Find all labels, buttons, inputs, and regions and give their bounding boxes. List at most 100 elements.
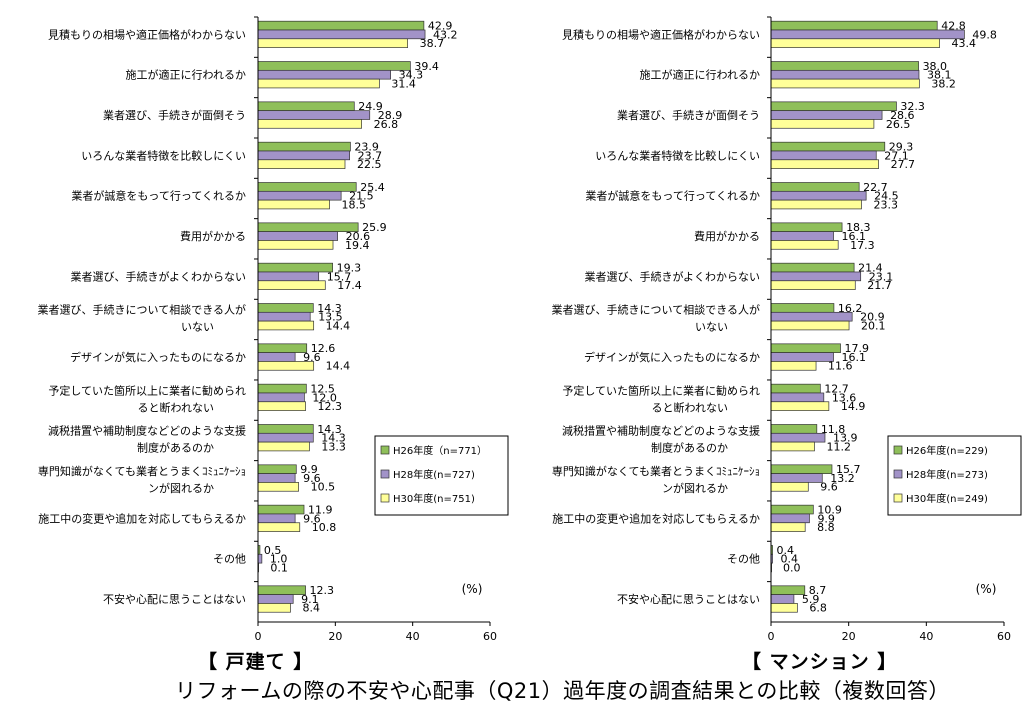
data-label-0-14-0: 12.3 [310, 584, 335, 597]
bar-1-7-1 [770, 311, 853, 322]
bar-0-0-1 [257, 29, 426, 40]
data-label-0-0-2: 38.7 [420, 37, 445, 50]
bar-1-4-0 [770, 182, 860, 192]
bar-1-11-2 [770, 482, 809, 492]
legend-label-0-0: H26年度（n=771） [393, 444, 487, 457]
bar-0-6-0 [257, 262, 333, 273]
category-label-0-4: 業者が誠意をもって行ってくれるか [71, 189, 246, 203]
bar-1-0-1 [770, 29, 965, 40]
bar-0-0-2 [257, 38, 408, 48]
bar-1-12-0 [770, 504, 814, 515]
data-label-1-2-0: 32.3 [900, 100, 925, 113]
bar-1-8-0 [770, 343, 841, 353]
data-label-0-12-2: 10.8 [312, 521, 337, 534]
bar-0-4-0 [257, 182, 357, 192]
bar-0-3-2 [257, 159, 346, 169]
panel-title-kodate: 【 戸建て 】 [198, 651, 314, 673]
panel-title-mansion: 【 マンション 】 [742, 651, 898, 673]
legend-label-1-1: H28年度(n=273) [906, 468, 988, 481]
category-label-0-14: 不安や心配に思うことはない [103, 592, 246, 606]
category-label-1-1: 施工が適正に行われるか [640, 68, 760, 82]
data-label-1-1-2: 38.2 [931, 77, 956, 90]
category-label-0-13: その他 [213, 553, 246, 566]
bar-0-3-1 [257, 150, 350, 161]
bar-0-9-1 [257, 392, 305, 403]
bar-1-10-0 [770, 424, 818, 434]
bar-1-9-1 [770, 392, 825, 403]
bar-1-10-1 [770, 432, 826, 443]
bar-1-3-0 [770, 141, 886, 152]
data-label-1-7-1: 20.9 [860, 311, 885, 324]
bar-1-2-0 [770, 101, 897, 112]
category-label-1-10-line0: 減税措置や補助制度などどのような支援 [562, 424, 760, 438]
data-label-1-5-2: 17.3 [850, 239, 875, 252]
legend-swatch-0-2 [380, 493, 390, 503]
bar-1-6-2 [770, 280, 856, 290]
bar-1-7-2 [770, 320, 850, 331]
data-label-0-4-0: 25.4 [360, 181, 385, 194]
data-label-0-13-2: 0.1 [270, 561, 288, 574]
category-label-1-11-line1: ンが図れるか [662, 481, 728, 495]
data-label-0-6-2: 17.4 [337, 279, 362, 292]
bar-0-5-2 [257, 240, 334, 250]
data-label-1-12-0: 10.9 [817, 503, 842, 516]
category-label-0-12: 施工中の変更や追加を対応してもらえるか [38, 511, 246, 525]
data-label-0-8-2: 14.4 [326, 360, 351, 373]
data-label-0-0-1: 43.2 [433, 28, 458, 41]
data-label-0-11-1: 9.6 [303, 472, 321, 485]
x-tick-label-0-0: 0 [255, 630, 262, 643]
bar-1-2-2 [770, 119, 875, 129]
bar-1-14-0 [770, 585, 806, 595]
legend-swatch-0-1 [380, 469, 390, 479]
bar-1-2-1 [770, 110, 883, 120]
bar-1-6-0 [770, 262, 855, 273]
bar-1-0-2 [770, 38, 940, 48]
x-tick-label-0-1: 20 [328, 630, 342, 643]
bar-1-12-2 [770, 522, 806, 532]
data-label-1-6-0: 21.4 [858, 261, 883, 274]
data-label-0-10-1: 14.3 [321, 432, 346, 445]
data-label-0-10-2: 13.3 [321, 440, 346, 453]
category-label-0-7-line0: 業者選び、手続きについて相談できる人が [38, 303, 246, 317]
data-label-0-10-0: 14.3 [317, 423, 342, 436]
data-label-0-5-1: 20.6 [346, 230, 371, 243]
data-label-1-3-2: 27.7 [891, 158, 916, 171]
category-label-0-10-line1: 制度があるのか [137, 441, 214, 455]
bar-0-11-0 [257, 464, 297, 474]
data-label-1-3-1: 27.1 [884, 149, 909, 162]
bar-0-14-1 [257, 594, 294, 604]
data-label-0-9-2: 12.3 [318, 400, 343, 413]
bar-1-3-2 [770, 159, 879, 169]
category-label-1-0: 見積もりの相場や適正価格がわからない [562, 27, 760, 41]
category-label-0-5: 費用がかかる [180, 229, 246, 243]
data-label-0-3-1: 23.7 [358, 149, 383, 162]
bar-0-14-2 [257, 603, 291, 613]
legend-label-0-1: H28年度(n=727) [393, 468, 475, 481]
bar-1-4-2 [770, 199, 862, 210]
bar-0-10-0 [257, 424, 314, 434]
data-label-0-0-0: 42.9 [428, 20, 453, 33]
data-label-0-5-0: 25.9 [362, 221, 387, 234]
legend-swatch-1-1 [893, 469, 903, 479]
bar-1-0-0 [770, 20, 938, 31]
category-label-1-4: 業者が誠意をもって行ってくれるか [585, 189, 760, 203]
data-label-1-5-1: 16.1 [842, 230, 867, 243]
chart-caption: リフォームの際の不安や心配事（Q21）過年度の調査結果との比較（複数回答） [175, 679, 950, 703]
data-label-1-14-0: 8.7 [809, 584, 827, 597]
category-label-0-0: 見積もりの相場や適正価格がわからない [48, 27, 246, 41]
bar-0-2-1 [257, 110, 371, 120]
data-label-0-7-2: 14.4 [326, 319, 351, 332]
bar-0-9-0 [257, 383, 307, 394]
data-label-0-5-2: 19.4 [345, 239, 370, 252]
legend-label-1-0: H26年度(n=229) [906, 444, 988, 457]
data-label-1-2-1: 28.6 [890, 109, 915, 122]
data-label-1-12-1: 9.9 [817, 512, 835, 525]
bar-0-8-2 [257, 361, 315, 371]
bar-0-10-1 [257, 432, 314, 443]
data-label-1-11-0: 15.7 [836, 463, 861, 476]
data-label-1-0-1: 49.8 [972, 28, 997, 41]
data-label-0-12-1: 9.6 [303, 512, 321, 525]
bar-0-11-2 [257, 482, 299, 492]
data-label-0-14-1: 9.1 [301, 593, 319, 606]
x-tick-label-0-3: 60 [483, 630, 497, 643]
